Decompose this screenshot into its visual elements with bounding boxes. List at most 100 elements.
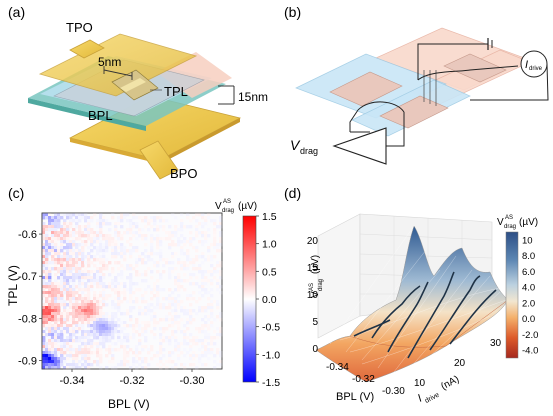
heatmap-cell [51, 315, 55, 319]
heatmap-cell [48, 261, 52, 265]
heatmap-cell [153, 306, 157, 310]
heatmap-cell [81, 342, 85, 346]
heatmap-cell [69, 288, 73, 292]
heatmap-cell [45, 297, 49, 301]
heatmap-cell [120, 252, 124, 256]
heatmap-cell [75, 276, 79, 280]
heatmap-cell [90, 285, 94, 289]
heatmap-cell [129, 237, 133, 241]
heatmap-cell [93, 312, 97, 316]
heatmap-cell [129, 252, 133, 256]
heatmap-cell [162, 354, 166, 358]
heatmap-cell [132, 357, 136, 361]
heatmap-cell [81, 327, 85, 331]
heatmap-cell [42, 243, 46, 247]
heatmap-cell [63, 258, 67, 262]
heatmap-cell [90, 240, 94, 244]
heatmap-cell [63, 300, 67, 304]
heatmap-cell [174, 243, 178, 247]
heatmap-cell [60, 276, 64, 280]
heatmap-cell [135, 318, 139, 322]
heatmap-cell [162, 336, 166, 340]
heatmap-cell [171, 261, 175, 265]
heatmap-cell [63, 327, 67, 331]
heatmap-cell [87, 237, 91, 241]
heatmap-cell [180, 252, 184, 256]
heatmap-cell [204, 348, 208, 352]
heatmap-cell [63, 306, 67, 310]
panel-b-label: (b) [284, 4, 301, 20]
heatmap-cell [99, 279, 103, 283]
heatmap-cell [210, 306, 214, 310]
heatmap-cell [126, 312, 130, 316]
heatmap-cell [216, 303, 220, 307]
heatmap-cell [201, 330, 205, 334]
heatmap-cell [111, 324, 115, 328]
heatmap-cell [180, 300, 184, 304]
heatmap-cell [45, 228, 49, 232]
heatmap-cell [66, 228, 70, 232]
heatmap-cell [99, 219, 103, 223]
heatmap-cell [213, 246, 217, 250]
heatmap-cell [141, 237, 145, 241]
heatmap-cell [159, 303, 163, 307]
heatmap-cell [204, 333, 208, 337]
heatmap-cell [111, 321, 115, 325]
heatmap-cell [63, 213, 67, 217]
heatmap-cell [201, 255, 205, 259]
heatmap-cell [60, 357, 64, 361]
heatmap-cell [96, 258, 100, 262]
heatmap-cell [63, 267, 67, 271]
heatmap-cell [108, 240, 112, 244]
heatmap-cell [171, 267, 175, 271]
heatmap-cell [138, 324, 142, 328]
heatmap-cell [126, 219, 130, 223]
heatmap-cell [138, 288, 142, 292]
heatmap-cell [207, 336, 211, 340]
heatmap-cell [123, 312, 127, 316]
heatmap-cell [120, 327, 124, 331]
heatmap-cell [159, 366, 163, 370]
heatmap-cell [129, 276, 133, 280]
heatmap-cell [219, 327, 223, 331]
heatmap-cell [75, 306, 79, 310]
heatmap-cell [42, 213, 46, 217]
heatmap-cell [93, 324, 97, 328]
heatmap-cell [162, 258, 166, 262]
heatmap-cell [204, 276, 208, 280]
heatmap-cell [162, 237, 166, 241]
heatmap-cell [216, 327, 220, 331]
heatmap-cell [54, 243, 58, 247]
heatmap-cell [111, 354, 115, 358]
heatmap-cell [87, 348, 91, 352]
heatmap-cell [147, 309, 151, 313]
heatmap-cell [102, 273, 106, 277]
heatmap-cell [78, 279, 82, 283]
heatmap-cell [66, 258, 70, 262]
heatmap-cell [90, 318, 94, 322]
heatmap-cell [144, 312, 148, 316]
heatmap-cell [150, 225, 154, 229]
heatmap-cell [93, 309, 97, 313]
heatmap-cell [204, 324, 208, 328]
heatmap-cell [210, 273, 214, 277]
heatmap-cell [123, 288, 127, 292]
heatmap-cell [114, 246, 118, 250]
heatmap-cell [54, 342, 58, 346]
heatmap-cell [192, 354, 196, 358]
heatmap-cell [69, 366, 73, 370]
heatmap-cell [114, 231, 118, 235]
heatmap-cell [135, 261, 139, 265]
heatmap-cell [57, 297, 61, 301]
heatmap-cell [102, 264, 106, 268]
heatmap-cell [63, 264, 67, 268]
heatmap-cell [153, 333, 157, 337]
heatmap-cell [171, 252, 175, 256]
heatmap-cell [189, 282, 193, 286]
heatmap-cell [174, 348, 178, 352]
heatmap-cell [42, 237, 46, 241]
heatmap-cell [117, 219, 121, 223]
heatmap-cell [75, 309, 79, 313]
heatmap-cell [159, 345, 163, 349]
heatmap-cell [63, 324, 67, 328]
